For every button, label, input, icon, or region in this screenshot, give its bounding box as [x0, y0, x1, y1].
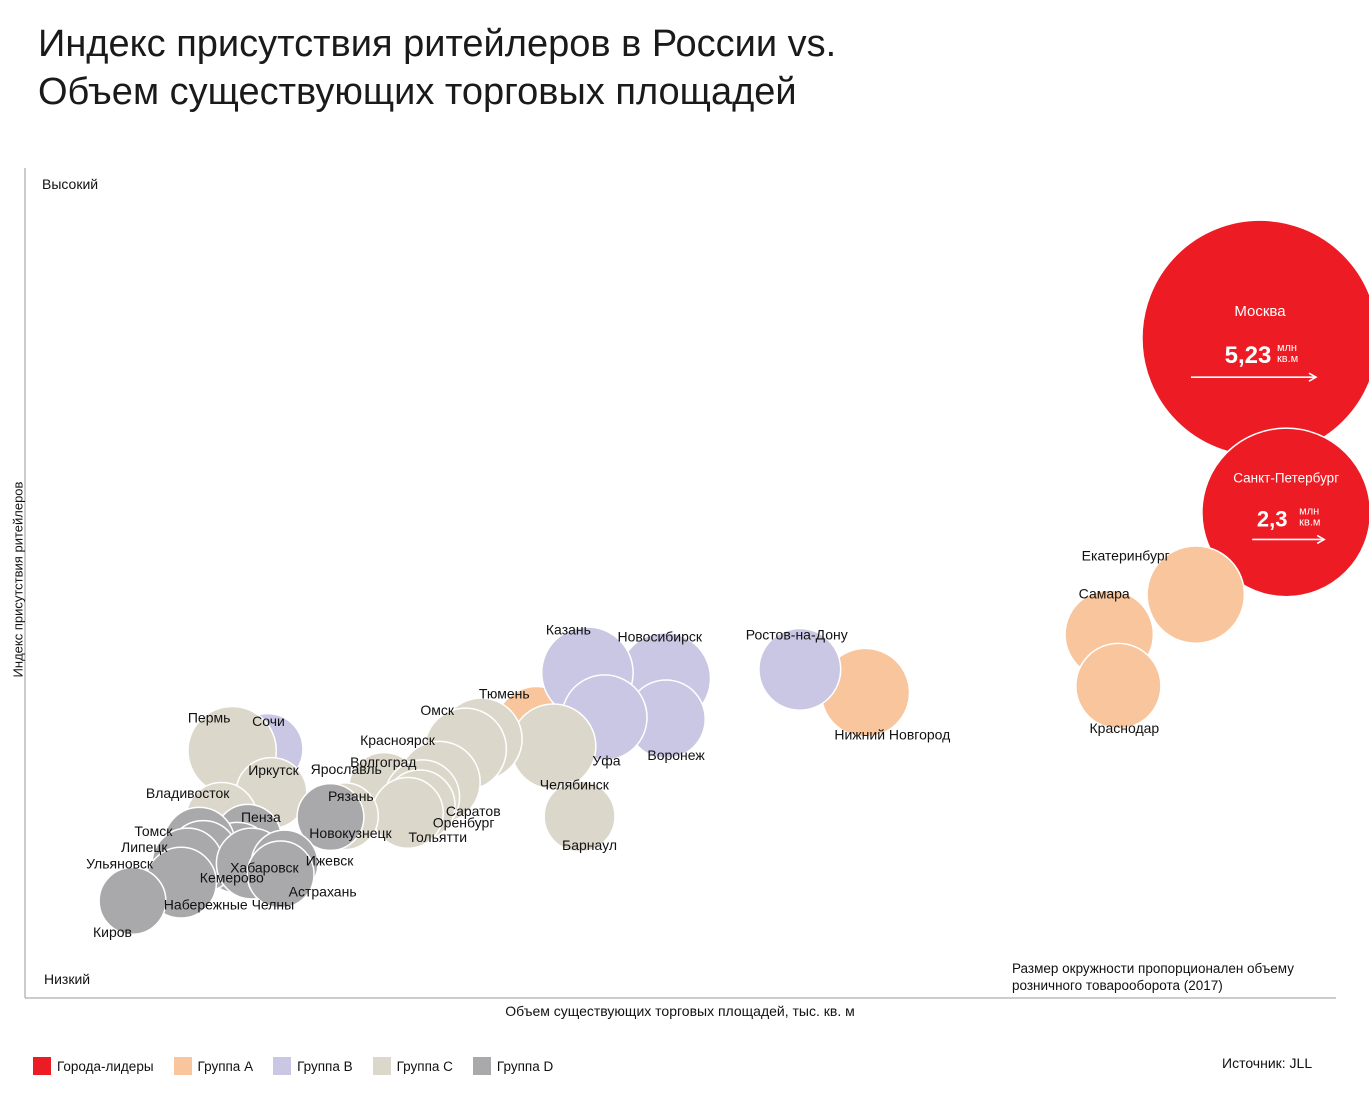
label-красноярск: Красноярск — [360, 732, 436, 748]
label-челябинск: Челябинск — [540, 777, 610, 793]
label-липецк: Липецк — [121, 839, 168, 855]
label-хабаровск: Хабаровск — [230, 860, 299, 876]
label-астрахань: Астрахань — [289, 883, 357, 899]
bubble-барнаул — [543, 780, 616, 853]
chart-title: Индекс присутствия ритейлеров в России v… — [38, 20, 1038, 116]
unit-top-москва: млн — [1277, 342, 1297, 354]
x-axis-title: Объем существующих торговых площадей, ты… — [505, 1003, 855, 1019]
legend-swatch-group-a — [173, 1057, 192, 1075]
label-киров: Киров — [93, 924, 132, 940]
label-ярославль: Ярославль — [311, 761, 382, 777]
label-ростов-на-дону: Ростов-на-Дону — [746, 626, 848, 642]
legend-swatch-leaders — [33, 1057, 51, 1075]
arrow-санкт-петербург — [1252, 534, 1326, 545]
bubble-санкт-петербург — [1201, 427, 1369, 598]
unit-top-санкт-петербург: млн — [1299, 505, 1319, 517]
legend-swatch-group-d — [472, 1057, 491, 1075]
y-axis-low-label: Низкий — [44, 971, 91, 987]
legend-item-group-d: Группа D — [472, 1057, 554, 1075]
chart-title-line-2: Объем существующих торговых площадей — [38, 71, 797, 113]
label-саратов: Саратов — [446, 803, 501, 819]
legend-item-group-b: Группа В — [273, 1057, 353, 1075]
legend-item-group-c: Группа С — [372, 1057, 453, 1075]
bubble-астрахань — [246, 840, 315, 909]
bubble-екатеринбург — [1146, 545, 1246, 645]
label-нижний-новгород: Нижний Новгород — [834, 727, 950, 743]
bubble-краснодар — [1075, 642, 1162, 730]
legend-label-leaders: Города-лидеры — [57, 1058, 154, 1074]
label-казань: Казань — [546, 622, 591, 638]
bubble-ростов-на-дону — [758, 627, 842, 711]
label-новосибирск: Новосибирск — [617, 628, 702, 644]
bubble-киров — [98, 866, 167, 936]
bubble-новокузнецк — [296, 782, 365, 852]
label-пермь: Пермь — [188, 710, 231, 726]
legend-label-group-a: Группа А — [197, 1058, 254, 1074]
value-санкт-петербург: 2,3 — [1257, 506, 1288, 531]
label-иркутск: Иркутск — [248, 762, 299, 778]
source-label: Источник: JLL — [1222, 1055, 1313, 1071]
legend-swatch-group-c — [372, 1057, 391, 1075]
label-владивосток: Владивосток — [146, 785, 230, 801]
bubble-москва — [1141, 219, 1369, 457]
label-омск: Омск — [420, 702, 455, 718]
unit-bottom-санкт-петербург: кв.м — [1299, 516, 1320, 528]
size-note-line-1: Размер окружности пропорционален объему — [1012, 961, 1294, 976]
legend-label-group-c: Группа С — [396, 1058, 453, 1074]
label-томск: Томск — [134, 823, 173, 839]
size-note-line-2: розничного товарооборота (2017) — [1012, 978, 1223, 993]
label-набережные-челны: Набережные Челны — [164, 897, 294, 913]
label-волгоград: Волгоград — [350, 754, 416, 770]
legend-item-leaders: Города-лидеры — [33, 1057, 154, 1075]
legend-label-group-d: Группа D — [496, 1058, 554, 1074]
label-самара: Самара — [1079, 585, 1130, 601]
label-оренбург: Оренбург — [433, 814, 495, 830]
label-уфа: Уфа — [592, 752, 620, 768]
bubbles-layer — [98, 219, 1369, 936]
label-тольятти: Тольятти — [408, 829, 467, 845]
label-ижевск: Ижевск — [306, 853, 354, 869]
label-пенза: Пенза — [241, 809, 281, 825]
chart-title-line-1: Индекс присутствия ритейлеров в России v… — [38, 23, 837, 65]
label-ульяновск: Ульяновск — [86, 856, 154, 872]
unit-bottom-москва: кв.м — [1277, 353, 1298, 365]
label-екатеринбург: Екатеринбург — [1082, 548, 1170, 564]
y-axis-title: Индекс присутствия ритейлеров — [10, 481, 26, 678]
label-кемерово: Кемерово — [200, 870, 264, 886]
label-рязань: Рязань — [328, 788, 374, 804]
arrow-москва — [1190, 372, 1318, 382]
label-новокузнецк: Новокузнецк — [309, 825, 392, 841]
legend-label-group-b: Группа В — [297, 1058, 353, 1074]
label-москва: Москва — [1234, 303, 1286, 320]
label-краснодар: Краснодар — [1090, 720, 1160, 736]
legend-swatch-group-b — [273, 1057, 292, 1075]
label-барнаул: Барнаул — [562, 837, 617, 853]
y-axis-high-label: Высокий — [42, 176, 99, 192]
label-санкт-петербург: Санкт-Петербург — [1233, 470, 1339, 485]
size-note: Размер окружности пропорционален объему … — [1012, 960, 1352, 994]
value-москва: 5,23 — [1225, 342, 1272, 369]
label-воронеж: Воронеж — [647, 747, 705, 763]
label-тюмень: Тюмень — [479, 685, 530, 701]
label-сочи: Сочи — [252, 713, 285, 729]
legend-item-group-a: Группа А — [173, 1057, 254, 1075]
legend: Города-лидеры Группа А Группа В Группа С… — [33, 1057, 573, 1075]
